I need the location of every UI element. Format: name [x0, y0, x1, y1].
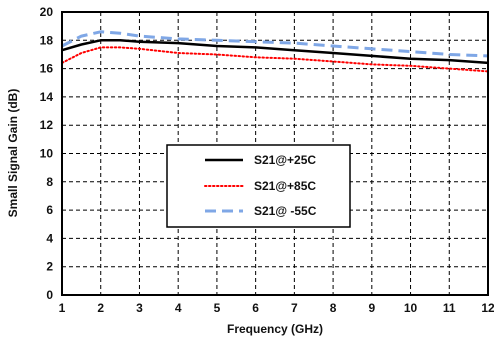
legend-label-s21-m55c: S21@ -55C — [254, 204, 317, 218]
series-line-1 — [61, 46, 489, 73]
y-tick-label: 4 — [46, 231, 53, 245]
x-tick-label: 6 — [252, 301, 259, 315]
series-lines — [61, 30, 489, 73]
y-tick-label: 10 — [40, 147, 54, 161]
y-tick-label: 0 — [46, 288, 53, 302]
x-axis-label: Frequency (GHz) — [227, 322, 323, 336]
legend-label-s21-85c: S21@+85C — [254, 179, 316, 193]
x-tick-label: 12 — [481, 301, 494, 315]
x-tick-label: 2 — [97, 301, 104, 315]
y-tick-label: 16 — [40, 62, 54, 76]
x-tick-label: 5 — [214, 301, 221, 315]
y-tick-label: 8 — [46, 175, 53, 189]
y-tick-label: 20 — [40, 5, 54, 19]
y-axis-label: Small Signal Gain (dB) — [6, 89, 20, 218]
x-tick-label: 8 — [330, 301, 337, 315]
y-tick-label: 14 — [40, 90, 54, 104]
y-tick-label: 12 — [40, 118, 54, 132]
x-tick-label: 1 — [59, 301, 66, 315]
series-line-2 — [61, 30, 489, 58]
x-tick-label: 3 — [136, 301, 143, 315]
legend: S21@+25C S21@+85C S21@ -55C — [166, 144, 351, 228]
plot-frame — [61, 11, 489, 296]
legend-box — [166, 144, 351, 228]
x-tick-label: 10 — [404, 301, 418, 315]
x-tick-label: 9 — [368, 301, 375, 315]
x-tick-labels: 1 2 3 4 5 6 7 8 9 10 11 12 — [59, 301, 494, 315]
y-tick-label: 6 — [46, 203, 53, 217]
series-line-0 — [61, 39, 489, 65]
x-tick-label: 7 — [291, 301, 298, 315]
legend-label-s21-25c: S21@+25C — [254, 153, 316, 167]
y-tick-label: 2 — [46, 260, 53, 274]
x-tick-label: 4 — [175, 301, 182, 315]
x-tick-label: 11 — [443, 301, 456, 315]
y-tick-label: 18 — [40, 33, 54, 47]
y-tick-labels: 0 2 4 6 8 10 12 14 16 18 20 — [40, 5, 54, 302]
